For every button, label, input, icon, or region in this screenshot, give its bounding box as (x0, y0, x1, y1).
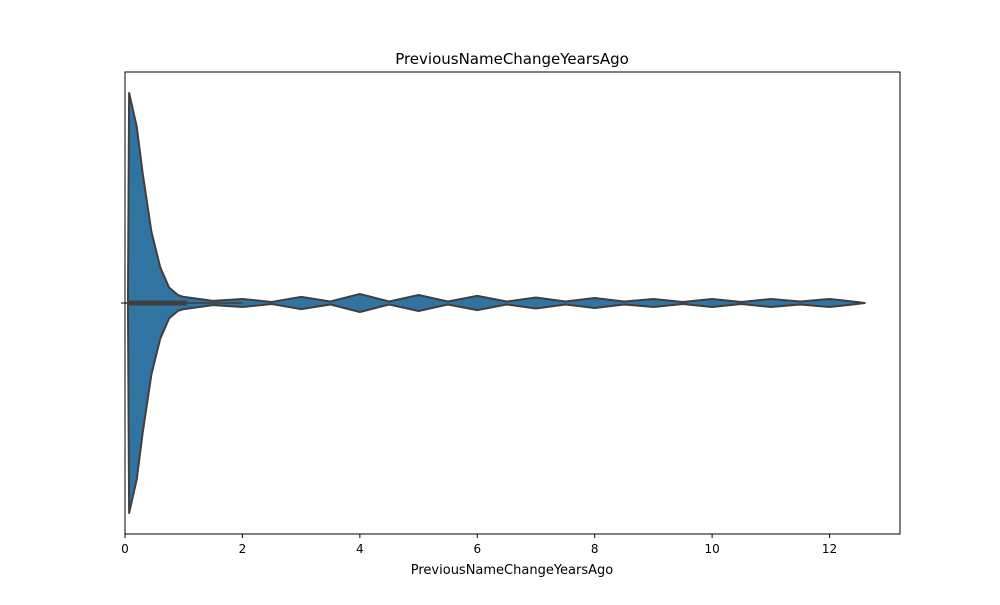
x-axis-label: PreviousNameChangeYearsAgo (411, 563, 614, 578)
x-axis: 0 2 4 6 8 10 12 (121, 302, 837, 556)
box-iqr (127, 300, 187, 306)
x-tick-label: 4 (356, 542, 364, 556)
x-tick-label: 0 (121, 542, 129, 556)
chart-title: PreviousNameChangeYearsAgo (395, 50, 629, 68)
violin-body (126, 92, 866, 514)
x-tick-label: 10 (704, 542, 719, 556)
x-tick-label: 6 (473, 542, 481, 556)
plot-area (124, 71, 901, 535)
x-tick-label: 12 (822, 542, 837, 556)
x-tick-label: 2 (239, 542, 247, 556)
x-tick-label: 8 (591, 542, 599, 556)
